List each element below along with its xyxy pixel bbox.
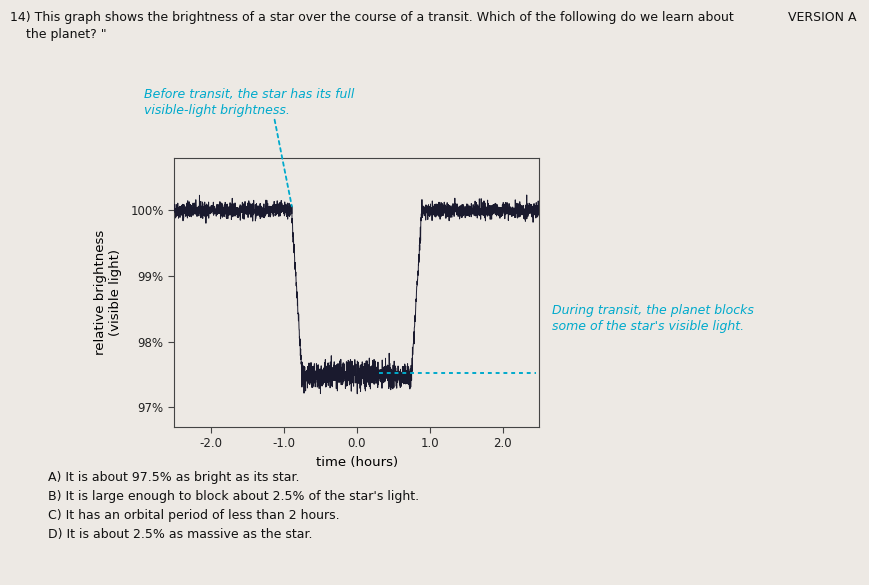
Y-axis label: relative brightness
(visible light): relative brightness (visible light) — [94, 230, 122, 355]
Text: 14) This graph shows the brightness of a star over the course of a transit. Whic: 14) This graph shows the brightness of a… — [10, 11, 733, 41]
Text: Before transit, the star has its full
visible-light brightness.: Before transit, the star has its full vi… — [143, 88, 354, 117]
X-axis label: time (hours): time (hours) — [315, 456, 397, 469]
Text: VERSION A: VERSION A — [787, 11, 856, 23]
Text: During transit, the planet blocks
some of the star's visible light.: During transit, the planet blocks some o… — [552, 304, 753, 333]
Text: A) It is about 97.5% as bright as its star.
B) It is large enough to block about: A) It is about 97.5% as bright as its st… — [48, 471, 419, 541]
